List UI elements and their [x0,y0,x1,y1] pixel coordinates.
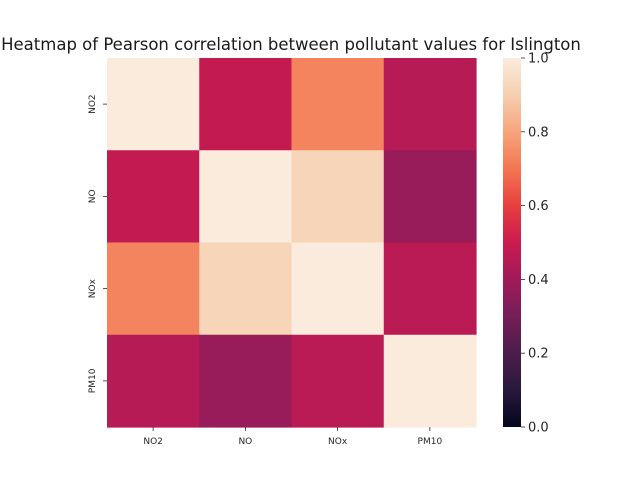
y-tick-label: NOx [88,278,98,298]
heatmap-cell-NO2-NOx [291,58,385,151]
heatmap-cell-NO2-NO2 [107,58,200,151]
heatmap-cell-NOx-PM10 [383,242,477,336]
heatmap-cell-NOx-NO [199,242,293,336]
heatmap-cell-NO-NOx [291,150,385,244]
heatmap-cell-PM10-NO [199,334,293,428]
colorbar: 0.0 0.2 0.4 0.6 0.8 1.0 [503,52,549,436]
heatmap-cell-NOx-NOx [291,242,385,336]
x-tick-label: NO [238,437,252,447]
heatmap-cell-NOx-NO2 [107,242,200,336]
heatmap-cell-NO-NO [199,150,293,244]
y-tick-label: NO [88,189,98,203]
heatmap-cell-NO-PM10 [383,150,477,244]
x-axis-ticks: NO2 NO NOx PM10 [143,427,442,447]
colorbar-ticks: 0.0 0.2 0.4 0.6 0.8 1.0 [521,52,549,436]
colorbar-gradient [503,58,521,427]
heatmap-cell-NO-NO2 [107,150,200,244]
colorbar-tick-label: 0.0 [528,421,549,436]
colorbar-tick-label: 0.4 [528,273,549,288]
y-axis-ticks: NO2 NO NOx PM10 [88,94,107,393]
x-tick-label: NO2 [143,437,163,447]
heatmap-cell-PM10-PM10 [383,334,477,428]
x-tick-label: NOx [328,437,348,447]
y-tick-label: PM10 [88,368,98,393]
x-tick-label: PM10 [418,437,443,447]
colorbar-tick-label: 0.2 [528,347,549,362]
heatmap-cell-PM10-NOx [291,334,385,428]
heatmap-cell-NO2-NO [199,58,293,151]
y-tick-label: NO2 [88,94,98,114]
heatmap-cells [107,58,477,428]
heatmap-cell-NO2-PM10 [383,58,477,151]
colorbar-tick-label: 0.8 [528,125,549,140]
chart-title: Heatmap of Pearson correlation between p… [1,35,581,54]
colorbar-tick-label: 0.6 [528,199,549,214]
heatmap-cell-PM10-NO2 [107,334,200,428]
colorbar-tick-label: 1.0 [528,52,549,67]
